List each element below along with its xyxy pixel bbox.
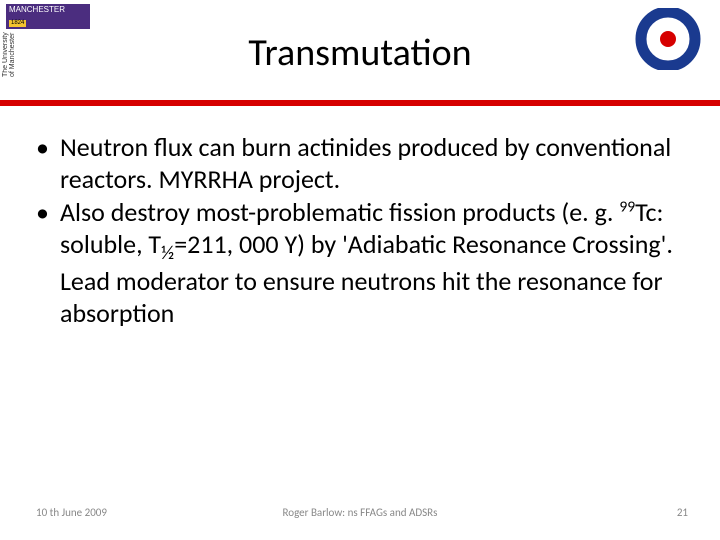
bullet-text: Also destroy most-problematic fission pr… <box>60 197 690 329</box>
superscript: 99 <box>619 198 635 217</box>
title-underline <box>0 100 720 106</box>
slide-number: 21 <box>677 506 688 519</box>
bullet-marker: • <box>36 132 60 195</box>
bullet-text: Neutron flux can burn actinides produced… <box>60 132 690 195</box>
bullet-text-span: Neutron flux can burn actinides produced… <box>60 131 671 195</box>
logo-year: 1824 <box>9 20 26 27</box>
bullet-text-span: Also destroy most-problematic fission pr… <box>60 196 619 228</box>
logo-text: MANCHESTER <box>9 5 65 14</box>
bullet-marker: • <box>36 197 60 329</box>
slide-title: Transmutation <box>0 30 720 76</box>
bullet-item: • Also destroy most-problematic fission … <box>36 197 690 329</box>
slide-header: MANCHESTER 1824 The University of Manche… <box>0 0 720 108</box>
subscript: ½ <box>161 241 174 265</box>
slide-footer: 10 th June 2009 Roger Barlow: ns FFAGs a… <box>0 506 720 526</box>
footer-author: Roger Barlow: ns FFAGs and ADSRs <box>0 506 720 519</box>
slide-body: • Neutron flux can burn actinides produc… <box>36 132 690 332</box>
logo-purple-box: MANCHESTER 1824 <box>6 4 90 29</box>
bullet-item: • Neutron flux can burn actinides produc… <box>36 132 690 195</box>
